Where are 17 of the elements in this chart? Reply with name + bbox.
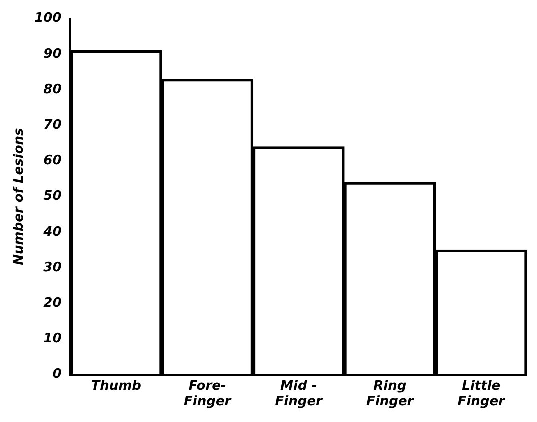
y-tick-label: 80 [44,82,62,98]
x-tick-label: Mid - Finger [275,378,324,410]
y-tick-label: 60 [44,154,62,169]
x-tick-label: Little Finger [458,378,507,410]
y-tick-label: 40 [42,224,62,240]
y-tick-label: 100 [34,11,62,26]
x-tick-label: Ring Finger [366,378,416,410]
x-tick-label: Fore- Finger [184,378,233,410]
y-tick-label: 10 [44,332,62,347]
y-axis-title: Number of Lesions [12,128,28,266]
y-tick-label: 90 [44,46,62,62]
y-tick-label: 0 [52,367,62,382]
y-tick-label: 50 [44,189,62,204]
x-tick-label: Thumb [91,378,142,394]
y-tick-label: 30 [44,260,62,276]
y-tick-label: 20 [44,296,62,311]
y-tick-label: 70 [44,118,62,133]
